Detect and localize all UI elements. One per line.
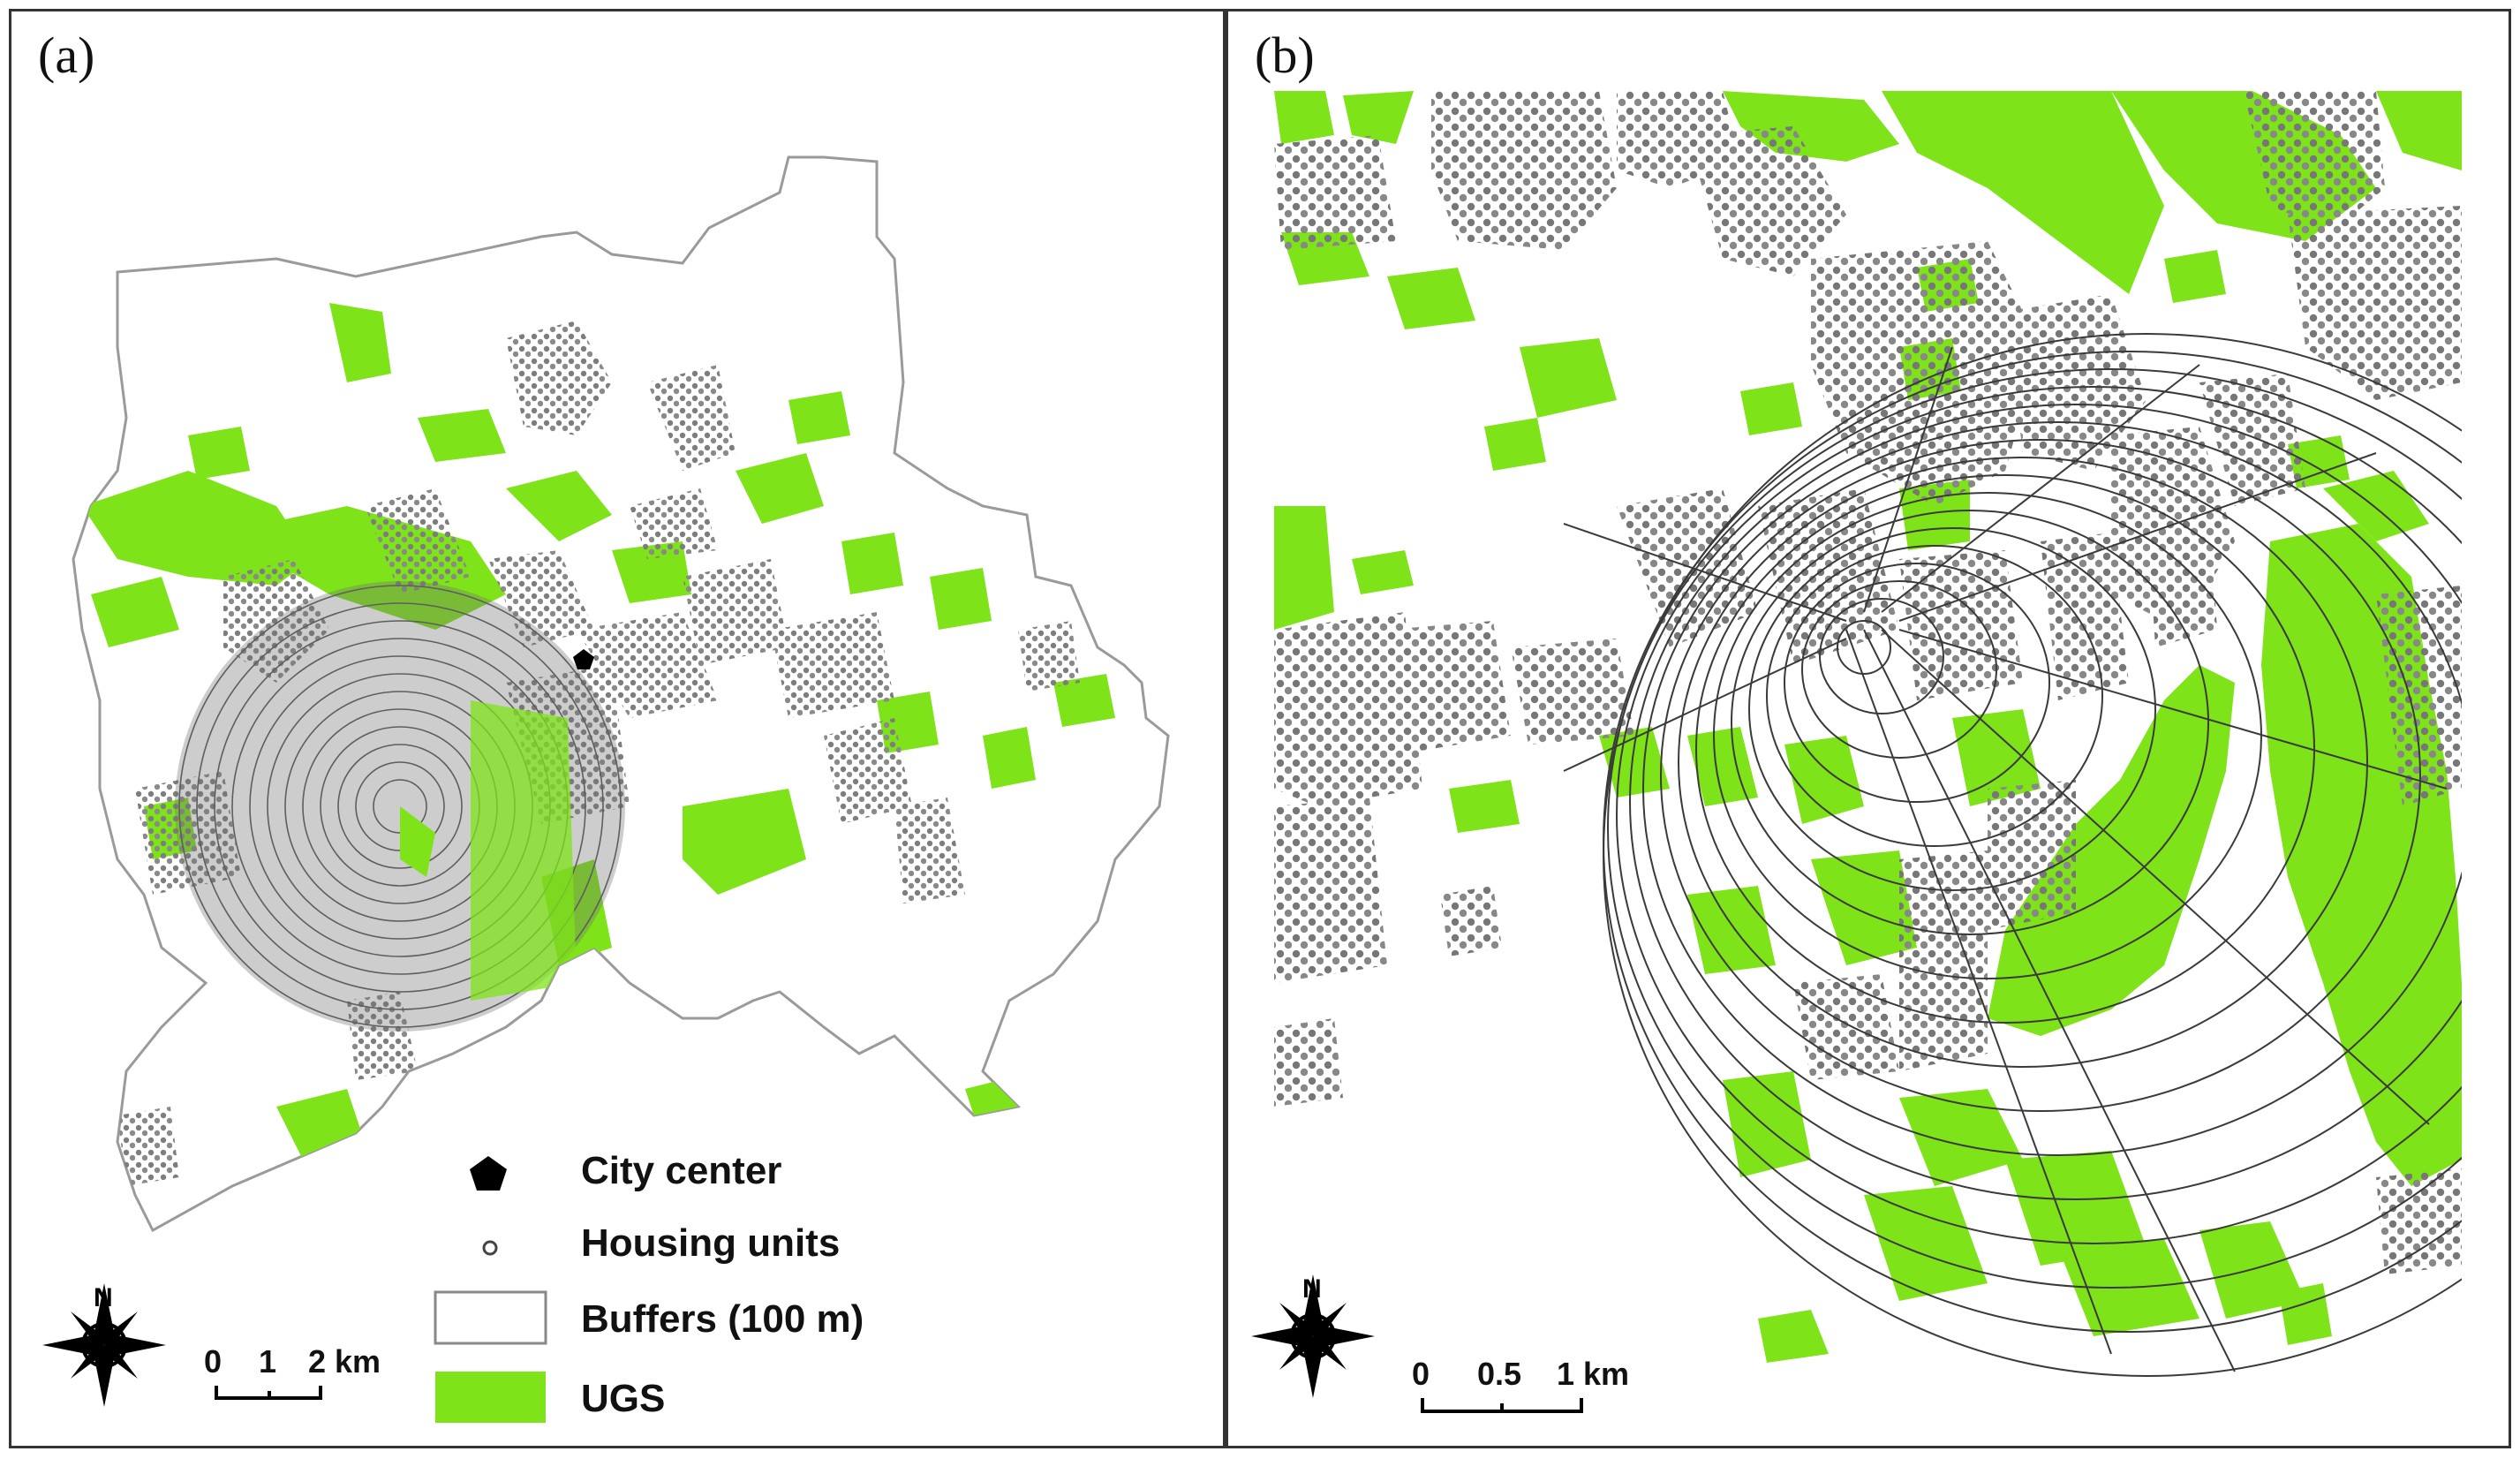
scale-b-2: 1 km: [1557, 1356, 1630, 1392]
legend-city-center-label: City center: [581, 1149, 782, 1192]
legend-ugs-icon: [435, 1372, 546, 1423]
panel-b-map: [1251, 91, 2462, 1413]
north-arrow-a: [42, 1283, 166, 1407]
legend-city-center-icon: [470, 1156, 507, 1191]
scale-a-1: 1: [259, 1343, 277, 1380]
north-label-b: N: [1302, 1274, 1322, 1304]
panel-a-label: (a): [38, 26, 95, 84]
panel-b-label: (b): [1255, 26, 1315, 84]
scale-b-0: 0: [1412, 1356, 1430, 1392]
buffer-zone-a: [175, 581, 625, 1032]
scale-bar-b: [1421, 1398, 1583, 1413]
legend-housing-icon: [482, 1240, 498, 1256]
housing-clusters-b: [1274, 91, 2462, 1274]
legend: [434, 1156, 547, 1423]
scale-a-0: 0: [204, 1343, 223, 1380]
legend-ugs-label: UGS: [581, 1377, 666, 1420]
city-center-marker: [573, 649, 594, 669]
ugs-areas-b: [1274, 91, 2462, 1363]
north-arrow-b: [1251, 1274, 1375, 1398]
legend-buffer-icon: [434, 1290, 547, 1345]
scale-b-1: 0.5: [1477, 1356, 1522, 1392]
legend-housing-label: Housing units: [581, 1221, 841, 1265]
legend-buffers-label: Buffers (100 m): [581, 1297, 864, 1341]
panel-b: (b): [1226, 9, 2511, 1448]
scale-a-2: 2 km: [308, 1343, 381, 1380]
panel-a-map: [42, 155, 1170, 1423]
panel-a: (a): [9, 9, 1226, 1448]
buffers-b: [1563, 333, 2462, 1377]
scale-bar-a: [215, 1386, 322, 1400]
north-label-a: N: [94, 1283, 113, 1312]
